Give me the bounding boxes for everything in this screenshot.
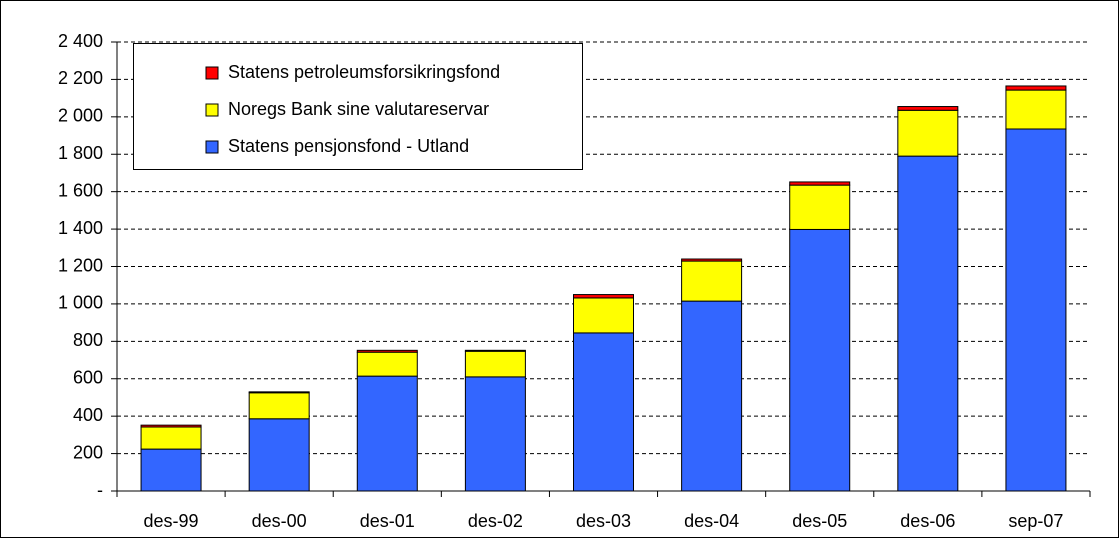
legend-swatch bbox=[205, 140, 219, 154]
bar-segment bbox=[248, 391, 310, 394]
bar-segment bbox=[573, 332, 634, 492]
legend-label: Statens pensjonsfond - Utland bbox=[228, 136, 469, 156]
bar-segment bbox=[248, 418, 310, 492]
bar-segment bbox=[789, 181, 851, 186]
x-tick-label: des-00 bbox=[252, 511, 307, 531]
y-tick-label: 1 200 bbox=[58, 255, 103, 275]
legend-swatch bbox=[205, 103, 219, 117]
y-tick-label: 800 bbox=[73, 330, 103, 350]
bar-segment bbox=[789, 228, 851, 492]
bar-segment bbox=[681, 260, 743, 302]
bar-segment bbox=[140, 424, 202, 428]
bar-segment bbox=[1005, 85, 1067, 91]
bar-segment bbox=[1005, 89, 1067, 130]
x-tick-label: des-99 bbox=[144, 511, 199, 531]
y-tick-label: 200 bbox=[73, 442, 103, 462]
y-tick-label: 2 200 bbox=[58, 68, 103, 88]
bar-segment bbox=[140, 448, 202, 492]
y-tick-label: 2 400 bbox=[58, 31, 103, 51]
y-tick-label: 2 000 bbox=[58, 106, 103, 126]
bar-segment bbox=[248, 392, 310, 420]
y-tick-label: 400 bbox=[73, 405, 103, 425]
x-tick-label: des-02 bbox=[468, 511, 523, 531]
x-tick-label: des-05 bbox=[792, 511, 847, 531]
bar-segment bbox=[681, 258, 743, 262]
bar-segment bbox=[573, 294, 634, 299]
y-tick-label: 1 800 bbox=[58, 143, 103, 163]
legend-label: Statens petroleumsforsikringsfond bbox=[228, 62, 500, 82]
bar-segment bbox=[464, 349, 526, 352]
bar-segment bbox=[897, 106, 959, 111]
y-tick-label: 1 600 bbox=[58, 180, 103, 200]
bar-segment bbox=[897, 155, 959, 492]
x-tick-label: des-06 bbox=[900, 511, 955, 531]
bar-segment bbox=[356, 349, 418, 353]
bar-segment bbox=[897, 109, 959, 157]
y-tick-label: 600 bbox=[73, 368, 103, 388]
y-tick-label: 1 400 bbox=[58, 218, 103, 238]
x-tick-label: des-04 bbox=[684, 511, 739, 531]
x-tick-label: sep-07 bbox=[1008, 511, 1063, 531]
x-tick-label: des-03 bbox=[576, 511, 631, 531]
bar-segment bbox=[356, 375, 418, 492]
bar-segment bbox=[464, 376, 526, 492]
y-tick-label: - bbox=[97, 480, 103, 500]
x-tick-label: des-01 bbox=[360, 511, 415, 531]
bar-segment bbox=[1005, 128, 1067, 492]
bar-segment bbox=[573, 297, 634, 334]
bar-segment bbox=[789, 184, 851, 230]
legend-label: Noregs Bank sine valutareservar bbox=[228, 99, 489, 119]
y-tick-label: 1 000 bbox=[58, 293, 103, 313]
bar-segment bbox=[140, 426, 202, 450]
legend-swatch bbox=[205, 66, 219, 80]
bar-segment bbox=[356, 351, 418, 377]
bar-segment bbox=[681, 300, 743, 492]
legend: Statens pensjonsfond - Utland Noregs Bank… bbox=[133, 43, 583, 170]
bar-segment bbox=[464, 350, 526, 378]
